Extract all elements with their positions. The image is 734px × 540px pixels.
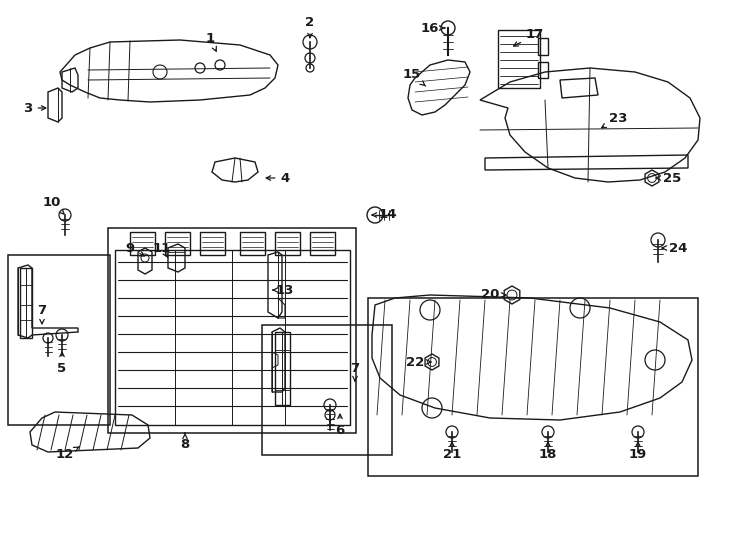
- Text: 10: 10: [43, 195, 64, 214]
- Text: 23: 23: [602, 111, 627, 128]
- Text: 21: 21: [443, 442, 461, 462]
- Text: 7: 7: [37, 303, 46, 324]
- Text: 15: 15: [403, 69, 426, 86]
- Text: 8: 8: [181, 433, 189, 451]
- Text: 14: 14: [372, 208, 397, 221]
- Text: 7: 7: [350, 361, 360, 381]
- Bar: [108, 228, 356, 433]
- Text: 12: 12: [56, 447, 79, 462]
- Text: 19: 19: [629, 442, 647, 462]
- Text: 22: 22: [406, 355, 431, 368]
- Text: 5: 5: [57, 352, 67, 375]
- Text: 17: 17: [514, 29, 544, 46]
- Text: 20: 20: [481, 288, 506, 301]
- Text: 2: 2: [305, 16, 315, 38]
- Text: 16: 16: [421, 22, 445, 35]
- Text: 1: 1: [206, 31, 217, 51]
- Text: 25: 25: [656, 172, 681, 185]
- Bar: [262, 325, 392, 455]
- Bar: [8, 255, 110, 425]
- Text: 24: 24: [662, 241, 687, 254]
- Text: 11: 11: [153, 241, 171, 258]
- Text: 6: 6: [335, 414, 345, 436]
- Text: 13: 13: [273, 284, 294, 296]
- Text: 3: 3: [23, 102, 46, 114]
- Text: 4: 4: [266, 172, 290, 185]
- Text: 9: 9: [126, 241, 145, 256]
- Bar: [368, 298, 698, 476]
- Text: 18: 18: [539, 442, 557, 462]
